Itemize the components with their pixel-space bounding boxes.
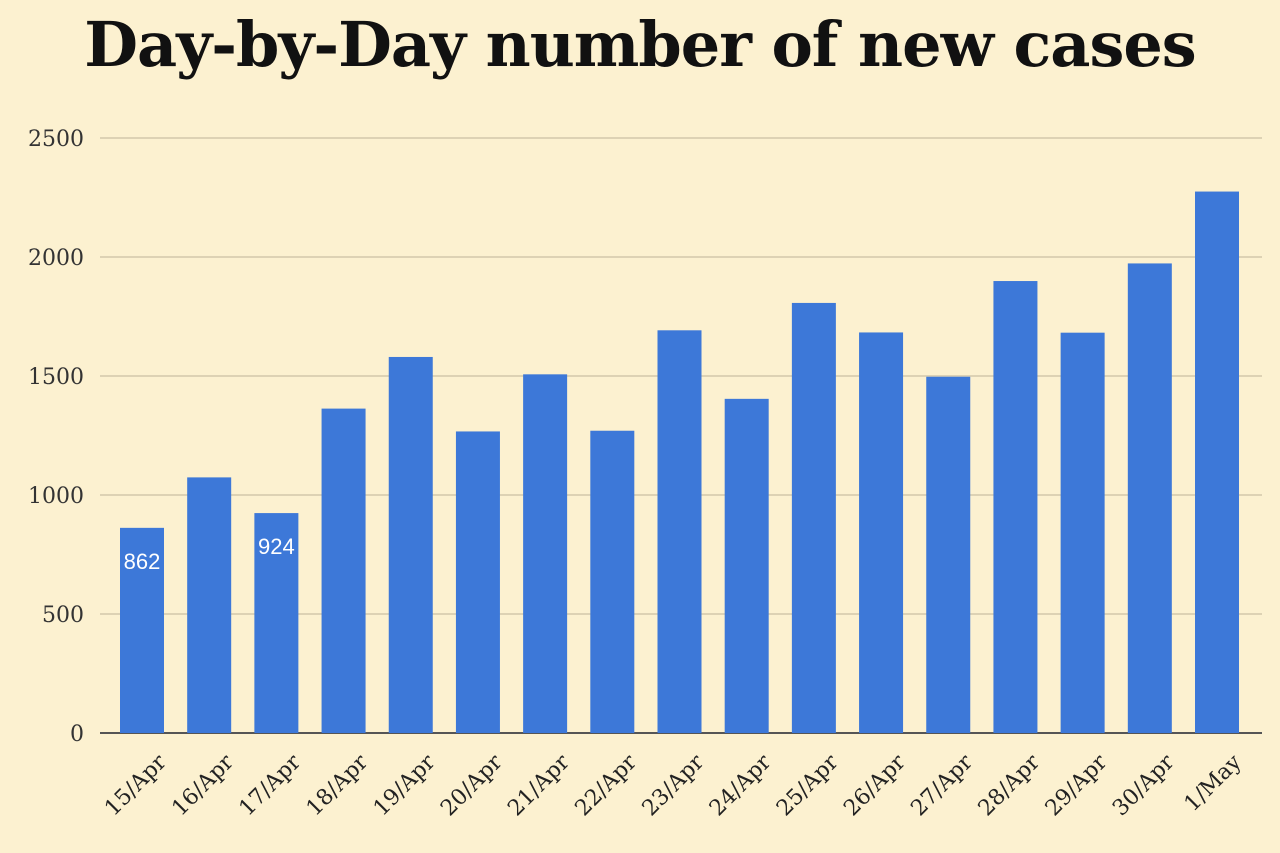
y-tick-label: 1000 — [28, 484, 84, 509]
bar — [1127, 263, 1172, 733]
bar — [993, 281, 1038, 733]
x-tick-label: 28/Apr — [974, 750, 1046, 822]
data-label: 924 — [258, 534, 295, 559]
x-tick-label: 25/Apr — [772, 750, 844, 822]
bar — [254, 513, 299, 733]
x-tick-label: 20/Apr — [436, 750, 508, 822]
x-axis-tick-labels: 15/Apr16/Apr17/Apr18/Apr19/Apr20/Apr21/A… — [100, 749, 1247, 821]
y-tick-label: 2000 — [28, 246, 84, 271]
bar — [455, 431, 500, 733]
x-tick-label: 27/Apr — [906, 750, 978, 822]
x-tick-label: 23/Apr — [638, 750, 710, 822]
y-tick-label: 500 — [42, 603, 84, 628]
bar — [590, 430, 635, 733]
bar — [724, 398, 769, 733]
x-tick-label: 15/Apr — [100, 750, 172, 822]
x-tick-label: 24/Apr — [705, 750, 777, 822]
x-tick-label: 21/Apr — [503, 750, 575, 822]
data-labels: 862 924 — [124, 534, 295, 574]
bar — [657, 330, 702, 733]
chart-title: Day-by-Day number of new cases — [84, 8, 1196, 81]
bar — [926, 376, 971, 733]
y-axis-tick-labels: 0 500 1000 1500 2000 2500 — [28, 127, 84, 747]
bar — [120, 527, 164, 733]
bar — [791, 302, 836, 733]
bars — [120, 191, 1239, 734]
x-tick-label: 17/Apr — [235, 750, 307, 822]
bar — [1195, 191, 1239, 734]
x-tick-label: 19/Apr — [369, 750, 441, 822]
bar — [859, 332, 904, 733]
y-tick-label: 0 — [70, 722, 84, 747]
x-tick-label: 29/Apr — [1041, 750, 1113, 822]
x-tick-label: 26/Apr — [839, 750, 911, 822]
data-label: 862 — [124, 549, 161, 574]
x-tick-label: 22/Apr — [571, 750, 643, 822]
x-tick-label: 16/Apr — [167, 750, 239, 822]
bar — [187, 477, 232, 733]
x-tick-label: 30/Apr — [1108, 750, 1180, 822]
bar — [523, 374, 568, 733]
bar — [1060, 332, 1105, 733]
y-tick-label: 1500 — [28, 365, 84, 390]
x-tick-label: 18/Apr — [302, 750, 374, 822]
bar — [388, 356, 433, 733]
y-tick-label: 2500 — [28, 127, 84, 152]
x-tick-label: 1/May — [1180, 749, 1247, 816]
bar — [321, 408, 366, 733]
